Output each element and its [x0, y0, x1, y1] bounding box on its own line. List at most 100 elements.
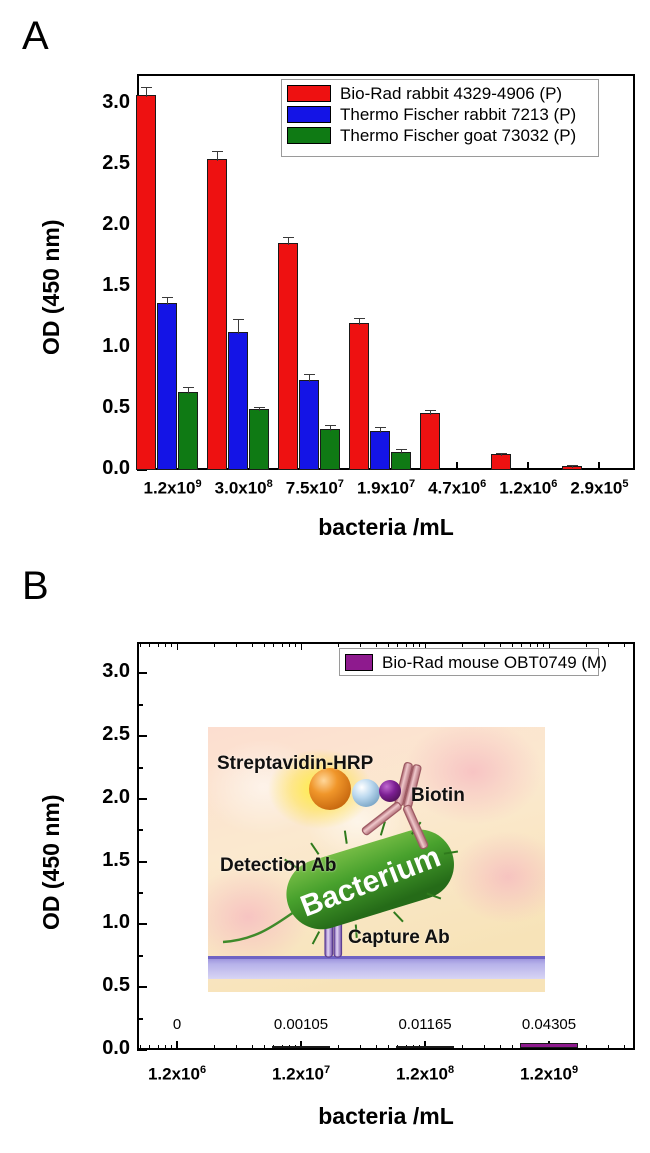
panel-b-y-minor-tick: [137, 703, 143, 706]
panel-a-error-bar: [572, 465, 574, 469]
panel-b-x-top-minor-tick: [623, 642, 625, 647]
legend-color-swatch: [287, 106, 331, 123]
table-row-bar: [420, 412, 441, 470]
panel-b-x-minor-tick: [157, 1045, 159, 1050]
table-row-bar: [248, 409, 269, 470]
panel-a-x-tick-mark: [527, 462, 530, 470]
panel-b-bar: [396, 1045, 454, 1048]
table-row-bar: [319, 428, 340, 470]
panel-b-x-top-minor-tick: [360, 642, 362, 647]
panel-b-x-minor-tick: [338, 1045, 340, 1050]
panel-b-x-axis-label: bacteria /mL: [318, 1103, 454, 1129]
panel-b-y-major-tick: [137, 797, 147, 800]
panel-a-error-cap: [182, 387, 194, 389]
panel-b-x-minor-tick: [484, 1045, 486, 1050]
panel-b-x-tick: 1.2x109: [519, 1064, 579, 1084]
table-row-bar: [177, 392, 198, 470]
panel-a-error-cap: [232, 318, 244, 320]
panel-a-error-bar: [166, 296, 168, 306]
panel-b-y-tick: 3.0: [102, 660, 130, 683]
panel-b-y-minor-tick: [137, 829, 143, 832]
panel-a-y-tick: 2.5: [102, 152, 130, 175]
panel-b-x-top-minor-tick: [543, 642, 545, 647]
panel-b-bar: [520, 1042, 578, 1048]
panel-b-legend: Bio-Rad mouse OBT0749 (M): [339, 648, 607, 676]
table-row-bar: [491, 454, 512, 470]
panel-b-y-axis-label: OD (450 nm): [38, 794, 64, 930]
panel-b-x-tick: 1.2x106: [147, 1064, 207, 1084]
panel-b-x-minor-tick: [263, 1045, 265, 1050]
panel-b-y-major-tick: [137, 986, 147, 989]
panel-b-x-minor-tick: [149, 1045, 151, 1050]
panel-a-y-tick: 2.0: [102, 213, 130, 236]
panel-b-y-minor-tick: [137, 1017, 143, 1020]
table-row-bar: [227, 332, 248, 470]
legend-entry-label: Thermo Fischer goat 73032 (P): [340, 125, 577, 145]
panel-b-x-minor-tick: [236, 1045, 238, 1050]
panel-b-x-minor-tick: [164, 1045, 166, 1050]
assay-schematic-inset: Bacterium Streptavidin-HRP Biotin Detect…: [208, 727, 545, 992]
panel-b-x-top-minor-tick: [608, 642, 610, 647]
panel-b-y-tick: 0.0: [102, 1037, 130, 1059]
panel-a-x-tick: 7.5x107: [285, 478, 344, 498]
panel-a-y-axis-label: OD (450 nm): [38, 219, 64, 355]
panel-b-x-top-minor-tick: [149, 642, 151, 647]
panel-a-y-tick: 3.0: [102, 91, 130, 114]
panel-b-x-top-minor-tick: [484, 642, 486, 647]
panel-a-error-bar: [308, 373, 310, 382]
panel-a-error-cap: [211, 150, 223, 152]
table-row-bar: [206, 159, 227, 470]
panel-b-x-tick-mark: [176, 1041, 178, 1050]
table-row-bar: [298, 379, 319, 470]
panel-a-error-cap: [253, 406, 265, 408]
panel-b-legend-row: Bio-Rad mouse OBT0749 (M): [345, 652, 607, 673]
panel-b-x-minor-tick: [623, 1045, 625, 1050]
panel-a-error-cap: [140, 87, 152, 89]
panel-a-error-bar: [329, 424, 331, 431]
bacterium-glyph: Bacterium: [222, 821, 459, 945]
streptavidin-bead: [352, 779, 380, 807]
legend-color-swatch: [345, 654, 373, 671]
panel-b-x-top-minor-tick: [511, 642, 513, 647]
panel-b-y-major-tick: [137, 923, 147, 926]
panel-a-x-tick: 1.2x106: [499, 478, 558, 498]
panel-a-x-tick-mark: [598, 462, 601, 470]
table-row-bar: [135, 94, 156, 470]
panel-b-data-label: 0.04305: [521, 1016, 577, 1033]
panel-a-error-cap: [324, 424, 336, 426]
panel-b-x-minor-tick: [608, 1045, 610, 1050]
panel-b-x-top-minor-tick: [177, 642, 178, 650]
panel-b-x-top-minor-tick: [236, 642, 238, 647]
panel-a-legend-row: Bio-Rad rabbit 4329-4906 (P): [287, 83, 593, 104]
hrp-bead: [309, 768, 351, 810]
panel-b-x-top-minor-tick: [397, 642, 399, 647]
panel-a-legend: Bio-Rad rabbit 4329-4906 (P) Thermo Fisch…: [281, 79, 599, 157]
panel-a-y-major-tick: [137, 469, 147, 471]
panel-b-data-label: 0: [172, 1016, 182, 1033]
panel-b-y-tick: 1.0: [102, 911, 130, 934]
panel-b-x-top-minor-tick: [529, 642, 531, 647]
panel-b-x-top-minor-tick: [139, 642, 141, 647]
panel-b-x-minor-tick: [511, 1045, 513, 1050]
panel-b-x-top-minor-tick: [375, 642, 377, 647]
panel-b-x-top-minor-tick: [499, 642, 501, 647]
panel-b-x-top-minor-tick: [536, 642, 538, 647]
panel-a-y-tick: 0.0: [102, 457, 130, 479]
panel-a-error-cap: [396, 449, 407, 451]
panel-b-x-minor-tick: [375, 1045, 377, 1050]
panel-b-x-top-minor-tick: [405, 642, 407, 647]
panel-a-error-bar: [145, 87, 147, 97]
panel-b-x-top-minor-tick: [171, 642, 173, 647]
table-row-bar: [277, 243, 298, 470]
panel-a-y-tick: 1.5: [102, 274, 130, 297]
panel-b-y-minor-tick: [137, 954, 143, 957]
inset-capture-ab-label: Capture Ab: [348, 927, 450, 948]
panel-a-error-bar: [380, 427, 381, 433]
panel-b-letter: B: [22, 564, 49, 608]
panel-a-error-cap: [303, 373, 315, 375]
panel-b-y-tick: 2.0: [102, 785, 130, 808]
assay-schematic-svg: Bacterium: [208, 727, 545, 992]
panel-a-error-cap: [375, 427, 386, 429]
panel-b-x-minor-tick: [586, 1045, 588, 1050]
panel-b-x-minor-tick: [171, 1045, 173, 1050]
